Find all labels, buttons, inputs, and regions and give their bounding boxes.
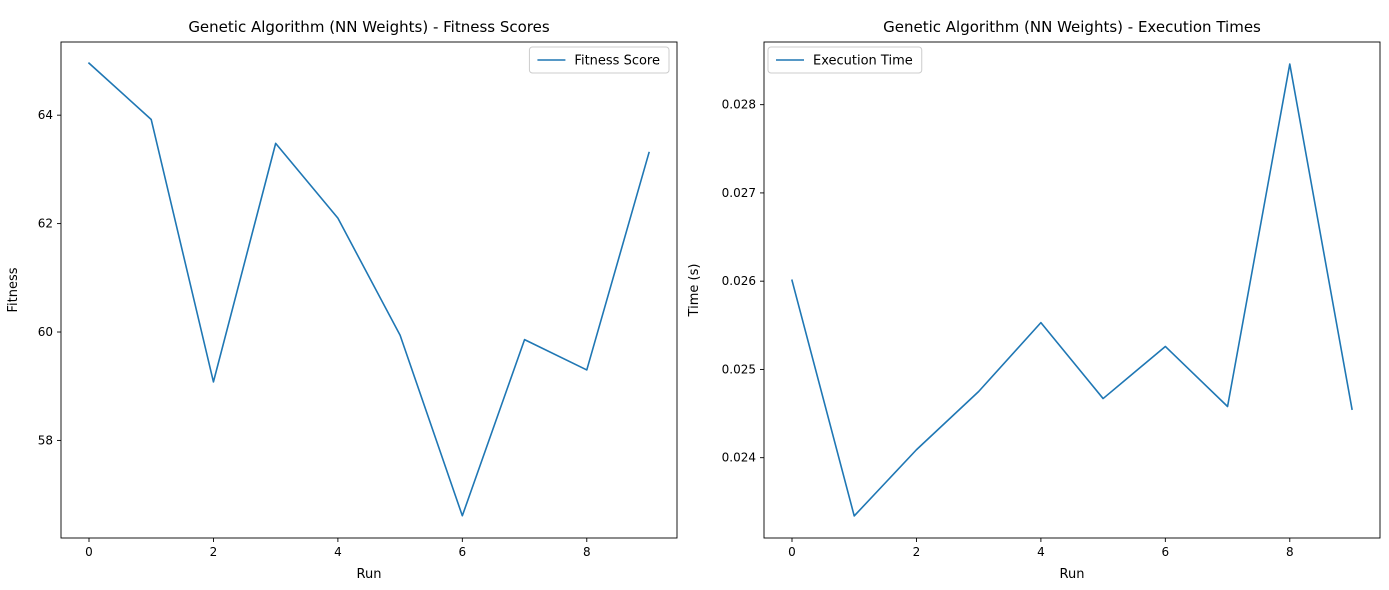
time-x-tick-label: 8 — [1286, 545, 1294, 559]
time-y-axis-label: Time (s) — [687, 264, 702, 318]
fitness-y-axis-label: Fitness — [6, 267, 21, 312]
time-legend-label: Execution Time — [813, 54, 913, 69]
time-y-tick-label: 0.026 — [722, 274, 756, 288]
fitness-chart: Genetic Algorithm (NN Weights) - Fitness… — [6, 18, 678, 582]
fitness-legend-box — [528, 46, 670, 74]
time-y-tick-label: 0.024 — [722, 451, 756, 465]
time-x-tick-label: 4 — [1037, 545, 1045, 559]
fitness-plot-frame — [60, 41, 678, 539]
fitness-x-tick-label: 2 — [210, 545, 218, 559]
fitness-x-tick-label: 0 — [85, 545, 93, 559]
time-y-tick-label: 0.025 — [722, 362, 756, 376]
fitness-x-axis-label: Run — [357, 567, 382, 582]
fitness-x-tick-label: 6 — [459, 545, 467, 559]
time-x-tick-label: 6 — [1162, 545, 1170, 559]
fitness-y-tick-label: 62 — [38, 217, 53, 231]
time-legend: Execution Time — [767, 46, 923, 74]
fitness-chart-title: Genetic Algorithm (NN Weights) - Fitness… — [188, 18, 550, 36]
fitness-series-line — [87, 62, 650, 517]
fitness-y-tick-label: 60 — [38, 325, 53, 339]
time-x-axis-label: Run — [1060, 567, 1085, 582]
fitness-y-tick-label: 58 — [38, 433, 53, 447]
fitness-legend: Fitness Score — [528, 46, 670, 74]
time-chart-title: Genetic Algorithm (NN Weights) - Executi… — [883, 18, 1261, 36]
fitness-x-tick-label: 8 — [583, 545, 591, 559]
time-series-line — [791, 63, 1353, 517]
time-y-tick-label: 0.028 — [722, 98, 756, 112]
fitness-legend-label: Fitness Score — [574, 54, 660, 69]
time-plot-frame — [763, 41, 1381, 539]
time-x-tick-label: 2 — [913, 545, 921, 559]
fitness-y-tick-label: 64 — [38, 108, 53, 122]
time-x-tick-label: 0 — [788, 545, 796, 559]
time-legend-box — [767, 46, 923, 74]
execution-time-chart: Genetic Algorithm (NN Weights) - Executi… — [687, 18, 1381, 582]
fitness-x-tick-label: 4 — [334, 545, 342, 559]
time-y-tick-label: 0.027 — [722, 186, 756, 200]
